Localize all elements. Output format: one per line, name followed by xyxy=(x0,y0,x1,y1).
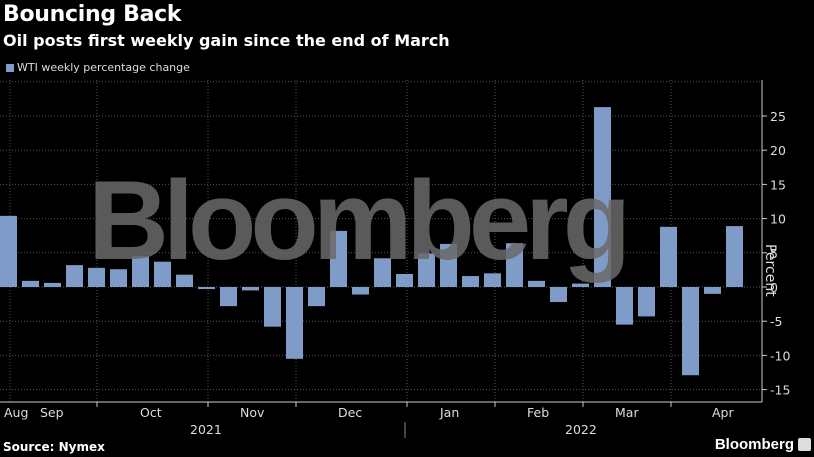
x-tick-label: Sep xyxy=(40,405,64,420)
y-tick-label: 0 xyxy=(770,280,778,295)
x-tick-label: Mar xyxy=(615,405,639,420)
bar xyxy=(572,283,589,287)
x-tick-label: Nov xyxy=(240,405,265,420)
bar xyxy=(374,258,391,287)
bar xyxy=(638,287,655,317)
y-tick-label: -5 xyxy=(770,314,782,329)
x-tick-label: Aug xyxy=(4,405,28,420)
bar xyxy=(616,287,633,325)
bar xyxy=(220,287,237,307)
chart-subtitle: Oil posts first weekly gain since the en… xyxy=(3,31,450,50)
bar xyxy=(330,230,347,287)
chart-title: Bouncing Back xyxy=(3,2,182,27)
y-tick-label: 10 xyxy=(770,212,786,227)
bar xyxy=(110,269,127,287)
bar xyxy=(22,280,39,287)
legend: WTI weekly percentage change xyxy=(6,61,190,74)
x-tick-label: Jan xyxy=(439,405,459,420)
bar xyxy=(286,287,303,359)
bar xyxy=(506,243,523,287)
y-tick-label: 20 xyxy=(770,143,786,158)
x-tick-label: Dec xyxy=(338,405,362,420)
bar xyxy=(66,265,83,287)
bar xyxy=(176,274,193,287)
bar xyxy=(0,215,17,287)
legend-swatch xyxy=(6,63,14,72)
source-note: Source: Nymex xyxy=(3,440,105,454)
y-tick-label: 5 xyxy=(770,246,778,261)
bar xyxy=(418,253,435,287)
year-label: 2021 xyxy=(190,422,222,437)
bar xyxy=(198,287,215,290)
bar xyxy=(594,107,611,287)
bar xyxy=(550,287,567,303)
x-tick-label: Apr xyxy=(712,405,734,420)
bar xyxy=(264,287,281,327)
bar xyxy=(242,287,259,291)
bar xyxy=(726,226,743,287)
brand-logo: Bloomberg xyxy=(714,436,794,453)
bar xyxy=(154,261,171,287)
chart-icon xyxy=(798,438,811,451)
bar xyxy=(704,287,721,294)
y-tick-label: -15 xyxy=(770,383,790,398)
bar xyxy=(44,282,61,287)
bar xyxy=(396,274,413,287)
bar xyxy=(132,256,149,287)
y-tick-label: 15 xyxy=(770,177,786,192)
bar xyxy=(484,273,501,287)
bar xyxy=(682,287,699,376)
bar xyxy=(440,243,457,287)
bar xyxy=(660,226,677,287)
bar xyxy=(462,276,479,287)
bar xyxy=(528,280,545,287)
x-tick-label: Oct xyxy=(140,405,162,420)
y-tick-label: 25 xyxy=(770,109,786,124)
legend-label: WTI weekly percentage change xyxy=(17,61,190,74)
year-label: 2022 xyxy=(565,422,597,437)
x-tick-label: Feb xyxy=(527,405,549,420)
y-tick-label: -10 xyxy=(770,348,790,363)
bar xyxy=(352,287,369,295)
bar xyxy=(88,267,105,287)
y-axis-label: Percent xyxy=(762,244,778,297)
bar xyxy=(308,287,325,307)
